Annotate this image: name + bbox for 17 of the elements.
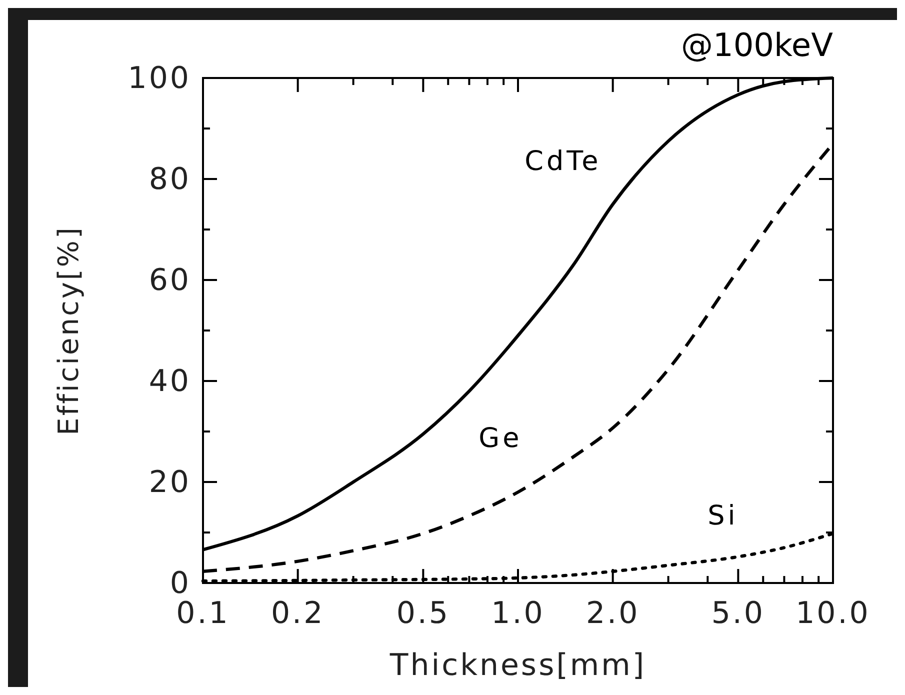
y-tick-label: 20 bbox=[148, 465, 191, 500]
x-tick-label: 1.0 bbox=[491, 596, 545, 631]
y-tick-label: 40 bbox=[148, 364, 191, 399]
x-axis-title: Thickness[mm] bbox=[388, 648, 646, 683]
series-label: CdTe bbox=[524, 146, 602, 177]
series-label: Ge bbox=[478, 423, 522, 454]
x-tick-label: 10.0 bbox=[796, 596, 870, 631]
y-tick-label: 80 bbox=[148, 162, 191, 197]
y-tick-label: 100 bbox=[128, 61, 191, 96]
text: @100keV bbox=[680, 26, 834, 64]
x-tick-label: 5.0 bbox=[711, 596, 766, 631]
x-tick-label: 2.0 bbox=[586, 596, 640, 631]
x-tick-label: 0.5 bbox=[396, 596, 450, 631]
y-axis-title: Efficiency[%] bbox=[52, 226, 85, 436]
series-label: Si bbox=[708, 500, 738, 532]
x-tick-label: 0.2 bbox=[270, 596, 325, 631]
y-tick-label: 60 bbox=[148, 263, 191, 298]
